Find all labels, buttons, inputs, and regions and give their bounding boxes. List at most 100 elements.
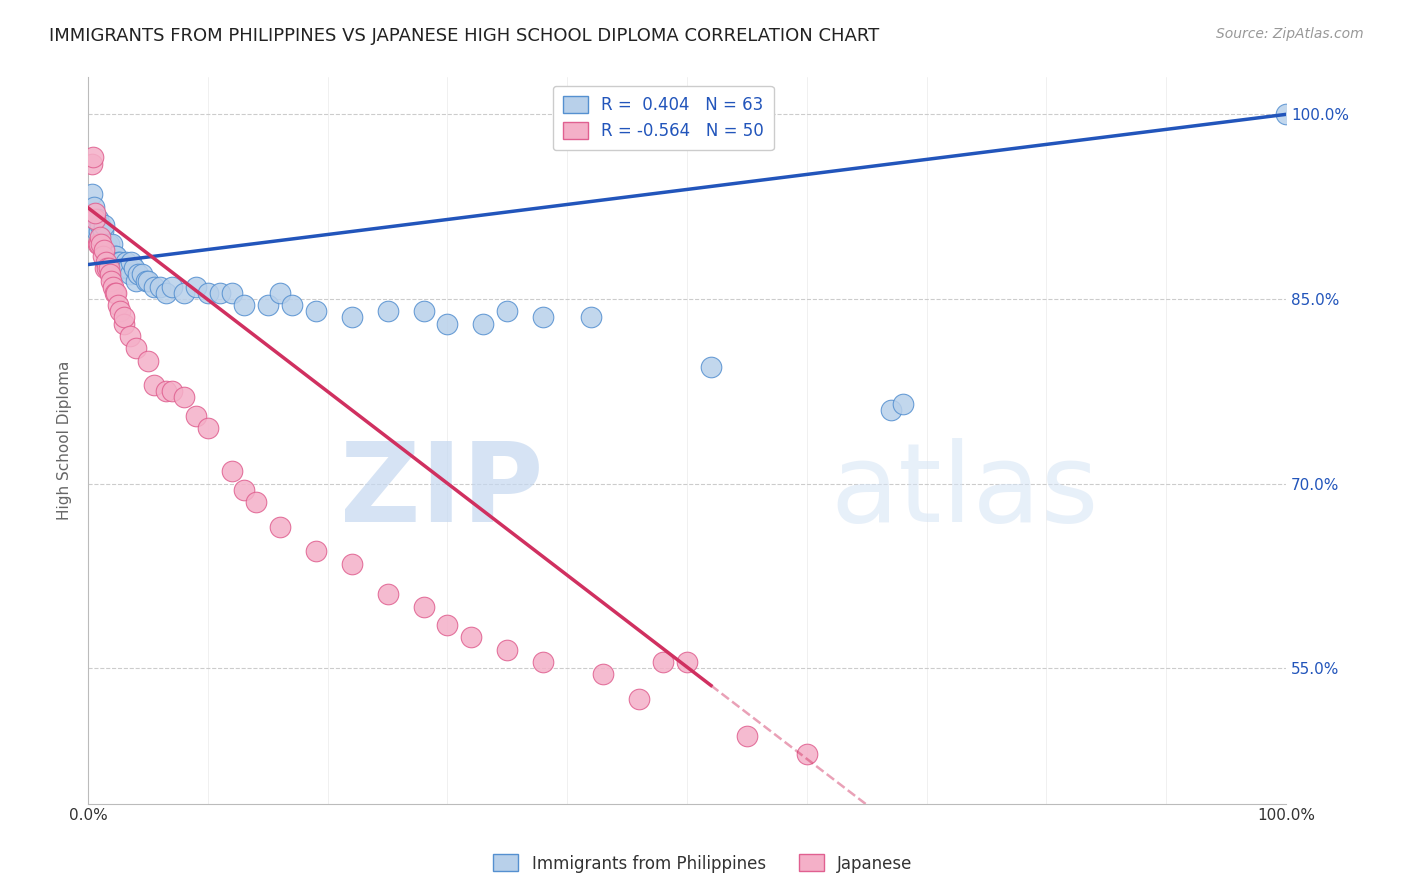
Point (94, 236, 117, 251)
Point (110, 304, 132, 318)
Point (91, 224, 114, 238)
Point (80, 156, 103, 170)
Point (149, 279, 172, 293)
Point (436, 317, 458, 331)
Point (197, 285, 219, 300)
Point (82, 151, 104, 165)
Point (108, 261, 131, 276)
Point (104, 285, 127, 300)
Point (125, 273, 148, 287)
Point (115, 255, 138, 269)
Point (89, 218, 111, 232)
Point (155, 384, 177, 399)
Point (100, 249, 122, 263)
Point (531, 310, 554, 325)
Point (98, 268, 121, 282)
Point (112, 317, 135, 331)
Point (131, 268, 153, 282)
Point (173, 285, 195, 300)
Point (796, 747, 818, 762)
Point (221, 464, 243, 478)
Point (90, 236, 112, 251)
Point (94, 261, 117, 276)
Point (628, 692, 651, 706)
Point (340, 557, 363, 571)
Point (93, 218, 115, 232)
Point (103, 285, 125, 300)
Point (97, 236, 120, 251)
Point (87, 236, 110, 251)
Point (232, 298, 254, 312)
Point (103, 279, 125, 293)
Point (101, 236, 124, 251)
Point (208, 285, 231, 300)
Legend: Immigrants from Philippines, Japanese: Immigrants from Philippines, Japanese (486, 847, 920, 880)
Legend: R =  0.404   N = 63, R = -0.564   N = 50: R = 0.404 N = 63, R = -0.564 N = 50 (553, 86, 773, 151)
Point (143, 279, 166, 293)
Point (84, 218, 107, 232)
Point (94, 243, 117, 257)
Point (112, 261, 135, 276)
Point (96, 261, 118, 276)
Point (700, 359, 723, 374)
Point (107, 298, 129, 312)
Point (120, 329, 142, 343)
Point (122, 261, 145, 276)
Point (120, 268, 142, 282)
Point (103, 249, 125, 263)
Point (735, 729, 758, 743)
Point (184, 279, 207, 293)
Point (135, 273, 157, 287)
Point (1275, 107, 1298, 121)
Point (197, 421, 219, 435)
Text: IMMIGRANTS FROM PHILIPPINES VS JAPANESE HIGH SCHOOL DIPLOMA CORRELATION CHART: IMMIGRANTS FROM PHILIPPINES VS JAPANESE … (49, 27, 880, 45)
Point (652, 655, 675, 669)
Point (93, 236, 115, 251)
Text: Source: ZipAtlas.com: Source: ZipAtlas.com (1216, 27, 1364, 41)
Point (83, 200, 105, 214)
Point (160, 279, 183, 293)
Point (112, 310, 135, 325)
Point (136, 273, 159, 287)
Point (256, 298, 278, 312)
Point (160, 384, 183, 399)
Point (305, 544, 328, 558)
Point (436, 618, 458, 632)
Point (125, 341, 148, 355)
Point (531, 655, 554, 669)
Point (111, 261, 134, 276)
Point (592, 667, 614, 681)
Point (305, 304, 328, 318)
Point (891, 396, 914, 410)
Point (93, 243, 115, 257)
Point (676, 655, 699, 669)
Point (117, 261, 139, 276)
Point (184, 409, 207, 423)
Point (107, 255, 129, 269)
Point (581, 310, 603, 325)
Point (281, 298, 304, 312)
Point (86, 224, 108, 238)
Point (90, 236, 112, 251)
Point (104, 249, 127, 263)
Point (269, 285, 291, 300)
Point (136, 353, 159, 368)
Point (377, 304, 399, 318)
Point (173, 391, 195, 405)
Point (496, 304, 519, 318)
Point (87, 224, 110, 238)
Point (269, 519, 291, 533)
Point (96, 243, 118, 257)
Point (412, 599, 434, 614)
Point (412, 304, 434, 318)
Point (91, 249, 114, 263)
Point (87, 236, 110, 251)
Point (155, 285, 177, 300)
Text: ZIP: ZIP (340, 438, 543, 545)
Point (84, 211, 107, 226)
Point (127, 268, 149, 282)
Point (103, 255, 125, 269)
Point (143, 378, 166, 392)
Point (97, 261, 120, 276)
Point (377, 587, 399, 601)
